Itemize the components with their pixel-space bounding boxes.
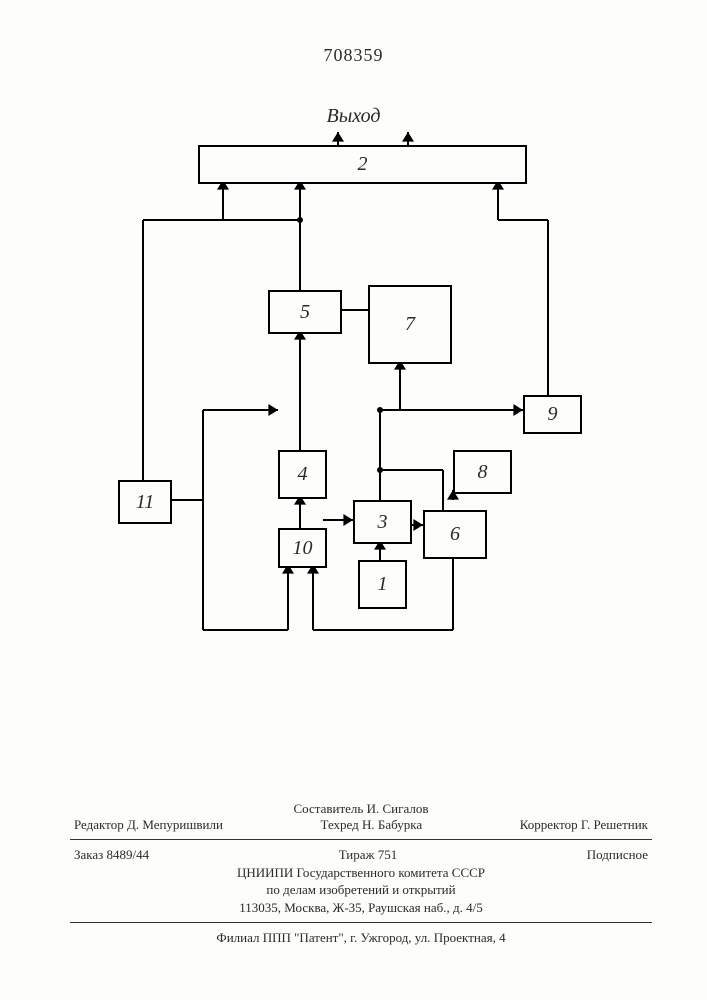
diagram-wires	[103, 130, 603, 650]
filial-line: Филиал ППП "Патент", г. Ужгород, ул. Про…	[70, 929, 652, 947]
block-10: 10	[278, 528, 327, 568]
block-2: 2	[198, 145, 527, 184]
block-1: 1	[358, 560, 407, 609]
block-4: 4	[278, 450, 327, 499]
divider	[70, 839, 652, 840]
block-3: 3	[353, 500, 412, 544]
block-diagram: 1 2 34 5 6 7 89 10 11	[103, 130, 603, 650]
tirazh: Тираж 751	[339, 846, 398, 864]
document-number: 708359	[0, 45, 707, 66]
org-line1: ЦНИИПИ Государственного комитета СССР	[70, 864, 652, 882]
tech-editor: Техред Н. Бабурка	[321, 816, 423, 834]
block-6: 6	[423, 510, 487, 559]
address-line: 113035, Москва, Ж-35, Раушская наб., д. …	[70, 899, 652, 917]
block-11: 11	[118, 480, 172, 524]
editor: Редактор Д. Мепуришвили	[74, 816, 223, 834]
block-5: 5	[268, 290, 342, 334]
corrector: Корректор Г. Решетник	[520, 816, 648, 834]
order-row: Заказ 8489/44 Тираж 751 Подписное	[70, 846, 652, 864]
footer-colophon: Составитель И. Сигалов Редактор Д. Мепур…	[70, 800, 652, 947]
podpisnoe: Подписное	[587, 846, 648, 864]
org-line2: по делам изобретений и открытий	[70, 881, 652, 899]
block-8: 8	[453, 450, 512, 494]
divider-2	[70, 922, 652, 923]
credits-row: Редактор Д. Мепуришвили Техред Н. Бабурк…	[70, 816, 652, 834]
output-label: Выход	[0, 105, 707, 128]
block-9: 9	[523, 395, 582, 434]
order-number: Заказ 8489/44	[74, 846, 149, 864]
block-7: 7	[368, 285, 452, 364]
page: 708359 Выход 1 2 34 5 6 7 89 10 11 Составитель И…	[0, 0, 707, 1000]
